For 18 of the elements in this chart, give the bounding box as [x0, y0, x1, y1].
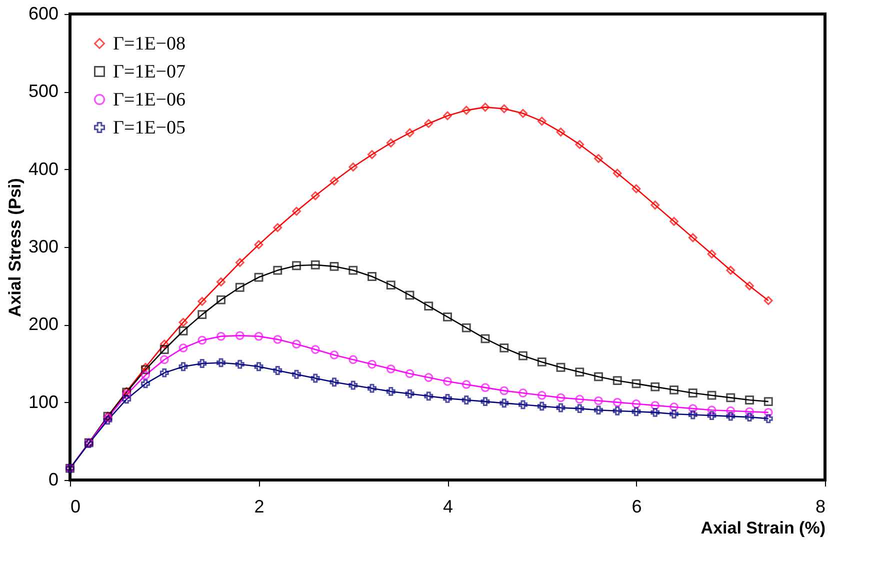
x-tick-label: 0 [70, 496, 81, 516]
x-tick-label: 8 [815, 496, 826, 516]
y-tick-label: 300 [28, 236, 58, 256]
y-tick-label: 400 [28, 158, 58, 179]
y-tick-label: 500 [28, 81, 58, 102]
y-tick-label: 200 [28, 314, 58, 334]
x-tick-label: 4 [442, 496, 454, 516]
y-tick-label: 100 [28, 392, 58, 412]
legend-label: Γ=1E−06 [113, 90, 186, 110]
y-tick-label: 600 [28, 4, 58, 24]
x-axis-title: Axial Strain (%) [700, 518, 826, 538]
legend-label: Γ=1E−07 [113, 62, 186, 82]
legend-label: Γ=1E−05 [113, 118, 186, 138]
x-tick-label: 2 [254, 496, 264, 516]
x-tick-label: 6 [632, 496, 642, 516]
y-axis-title: Axial Stress (Psi) [5, 178, 24, 317]
legend-label: Γ=1E−08 [113, 34, 186, 54]
y-tick-label: 0 [48, 470, 58, 490]
